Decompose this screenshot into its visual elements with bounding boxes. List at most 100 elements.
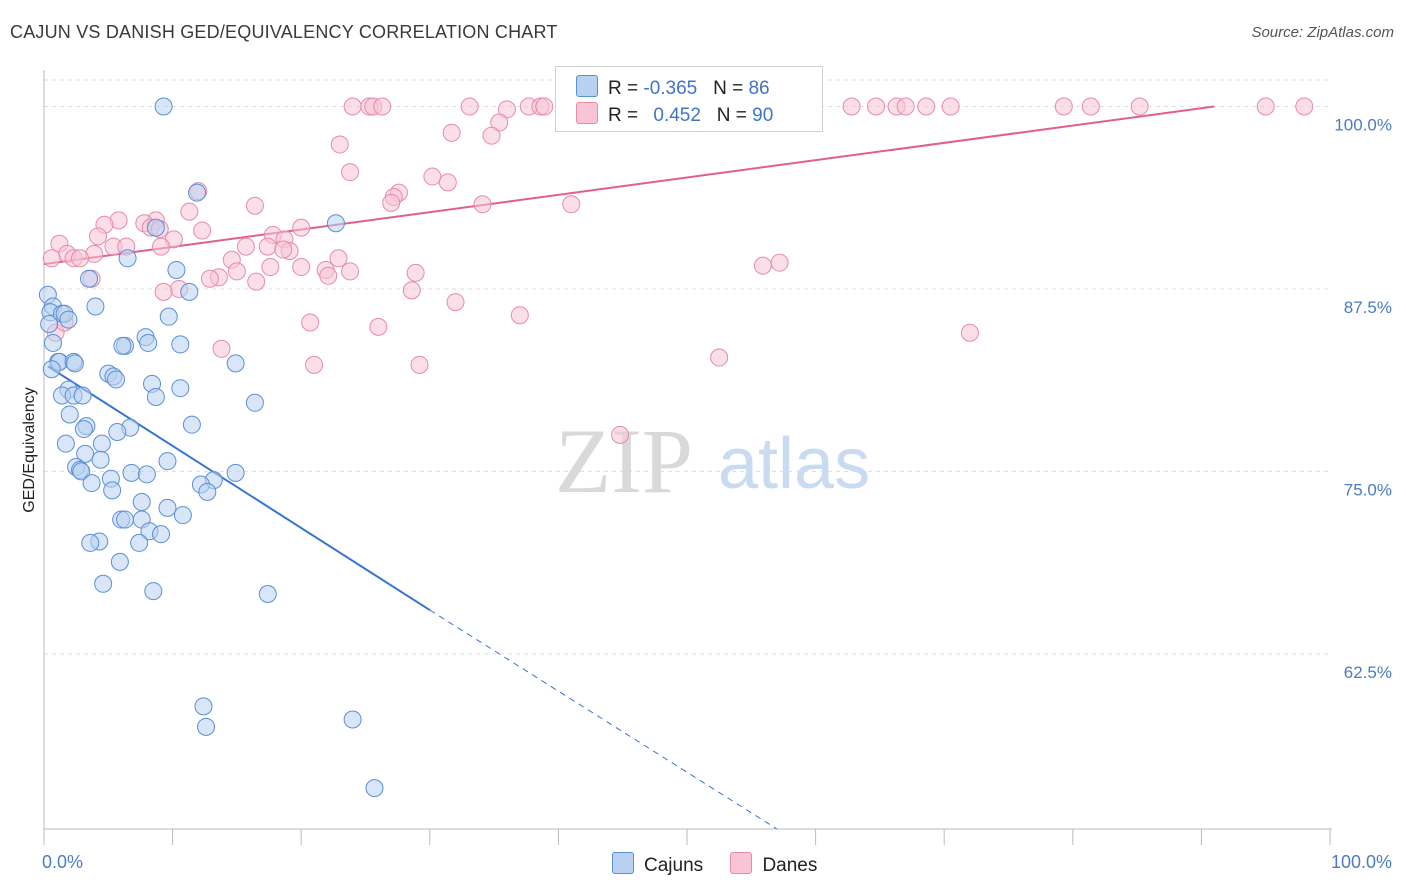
series-legend-cajuns: Cajuns bbox=[612, 852, 703, 877]
cajuns-point bbox=[42, 360, 61, 379]
cajuns-trend-line bbox=[47, 365, 431, 611]
legend-r-label: R = bbox=[608, 105, 644, 126]
danes-point bbox=[473, 195, 492, 214]
danes-point bbox=[245, 196, 264, 215]
cajuns-point bbox=[365, 779, 384, 798]
cajuns-point bbox=[108, 422, 127, 441]
cajuns-point bbox=[343, 710, 362, 729]
danes-point bbox=[227, 262, 246, 281]
danes-point bbox=[423, 167, 442, 186]
danes-point bbox=[770, 253, 789, 272]
cajuns-point bbox=[159, 307, 178, 326]
cajuns-point bbox=[82, 474, 101, 493]
cajuns-point bbox=[158, 452, 177, 471]
danes-point bbox=[382, 193, 401, 212]
cajuns-point bbox=[60, 405, 79, 424]
danes-point bbox=[406, 263, 425, 282]
cajuns-point bbox=[44, 333, 63, 352]
cajuns-point bbox=[194, 697, 213, 716]
cajuns-point bbox=[326, 214, 345, 233]
y-tick-label-2: 87.5% bbox=[1344, 298, 1392, 317]
cajuns-point bbox=[91, 450, 110, 469]
cajuns-point bbox=[107, 370, 126, 389]
danes-point bbox=[497, 100, 516, 119]
danes-point bbox=[710, 348, 729, 367]
danes-point bbox=[482, 126, 501, 145]
danes-point bbox=[842, 97, 861, 116]
legend-n-value-cajuns: 86 bbox=[748, 78, 770, 99]
legend-r-label: R = bbox=[608, 78, 644, 99]
series-legend: Cajuns Danes bbox=[612, 852, 839, 877]
danes-point bbox=[341, 163, 360, 182]
cajuns-point bbox=[92, 434, 111, 453]
watermark-atlas: atlas bbox=[718, 424, 870, 504]
danes-point bbox=[1081, 97, 1100, 116]
danes-point bbox=[402, 281, 421, 300]
cajuns-point bbox=[171, 379, 190, 398]
danes-point bbox=[154, 282, 173, 301]
danes-point bbox=[410, 355, 429, 374]
watermark: ZIP atlas bbox=[555, 410, 870, 512]
cajuns-point bbox=[139, 333, 158, 352]
legend-row-cajuns: R = -0.365 N = 86 bbox=[576, 75, 770, 101]
axes bbox=[43, 70, 1332, 830]
danes-trend-line bbox=[43, 105, 1215, 266]
cajuns-point bbox=[76, 444, 95, 463]
cajuns-point bbox=[74, 420, 93, 439]
cajuns-points bbox=[38, 97, 384, 798]
legend-r-value-danes: 0.452 bbox=[653, 105, 701, 126]
cajuns-point bbox=[86, 297, 105, 316]
danes-points bbox=[42, 97, 1314, 444]
cajuns-point bbox=[152, 525, 171, 544]
danes-point bbox=[442, 123, 461, 142]
cajuns-point bbox=[146, 387, 165, 406]
cajuns-point bbox=[80, 269, 99, 288]
cajuns-point bbox=[171, 335, 190, 354]
cajuns-point bbox=[158, 498, 177, 517]
danes-point bbox=[1295, 97, 1314, 116]
danes-point bbox=[152, 237, 171, 256]
danes-point bbox=[292, 218, 311, 237]
danes-point bbox=[941, 97, 960, 116]
cajuns-point bbox=[144, 582, 163, 601]
danes-point bbox=[319, 266, 338, 285]
cajuns-point bbox=[110, 552, 129, 571]
danes-point bbox=[373, 97, 392, 116]
cajuns-point bbox=[56, 434, 75, 453]
cajuns-legend-swatch bbox=[612, 852, 634, 874]
legend-row-danes: R = 0.452 N = 90 bbox=[576, 102, 773, 128]
danes-point bbox=[305, 355, 324, 374]
danes-point bbox=[343, 97, 362, 116]
cajuns-point bbox=[130, 533, 149, 552]
series-legend-danes: Danes bbox=[730, 852, 817, 877]
danes-point bbox=[301, 313, 320, 332]
cajuns-trend-extension bbox=[429, 609, 778, 830]
correlation-legend: R = -0.365 N = 86 R = 0.452 N = 90 bbox=[555, 66, 823, 132]
cajuns-point bbox=[73, 386, 92, 405]
cajuns-point bbox=[180, 282, 199, 301]
danes-point bbox=[562, 195, 581, 214]
danes-point bbox=[460, 97, 479, 116]
cajuns-point bbox=[198, 482, 217, 501]
cajuns-legend-label: Cajuns bbox=[644, 855, 704, 876]
cajuns-point bbox=[154, 97, 173, 116]
danes-point bbox=[369, 317, 388, 336]
danes-legend-swatch bbox=[730, 852, 753, 874]
danes-point bbox=[258, 237, 277, 256]
cajuns-swatch bbox=[576, 75, 598, 97]
danes-point bbox=[247, 272, 266, 291]
legend-n-value-danes: 90 bbox=[752, 105, 774, 126]
danes-point bbox=[330, 135, 349, 154]
cajuns-point bbox=[137, 465, 156, 484]
cajuns-point bbox=[245, 393, 264, 412]
cajuns-point bbox=[182, 415, 201, 434]
danes-point bbox=[867, 97, 886, 116]
danes-point bbox=[490, 113, 509, 132]
x-tick-label-min: 0.0% bbox=[42, 852, 84, 872]
danes-legend-label: Danes bbox=[762, 855, 818, 876]
cajuns-point bbox=[65, 354, 84, 373]
cajuns-point bbox=[258, 585, 277, 604]
danes-point bbox=[1054, 97, 1073, 116]
danes-point bbox=[535, 97, 554, 116]
source-label: Source: ZipAtlas.com bbox=[1251, 24, 1394, 41]
